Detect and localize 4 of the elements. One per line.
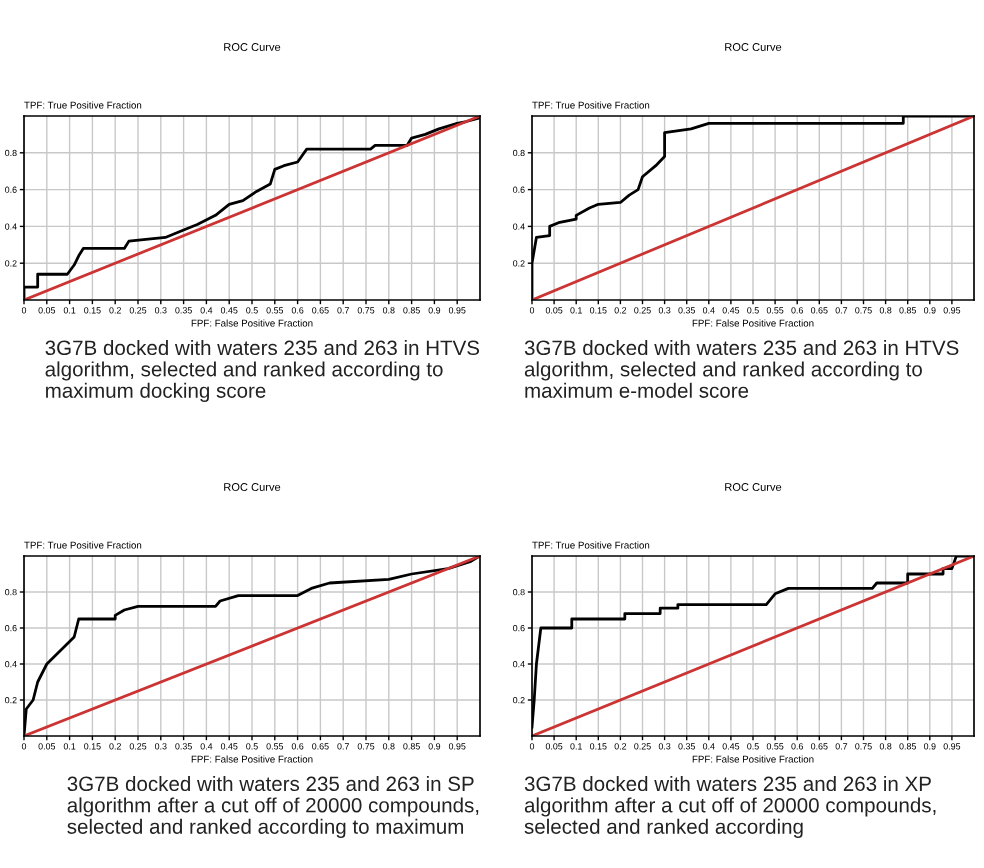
text: 3G7B docked with waters 235 and 263 in SP algorithm after a cut off of 20000 compounds, selected and ranked according to maximum xyxy=(67,776,479,838)
text: 3G7B docked with waters 235 and 263 in XP algorithm after a cut off of 20000 compounds, selected and ranked according xyxy=(524,776,936,838)
text: 3G7B docked with waters 235 and 263 in HTVS algorithm, selected and ranked according to maximum docking score xyxy=(45,340,480,402)
text: 3G7B docked with waters 235 and 263 in HTVS algorithm, selected and ranked according to maximum e-model score xyxy=(524,340,959,398)
